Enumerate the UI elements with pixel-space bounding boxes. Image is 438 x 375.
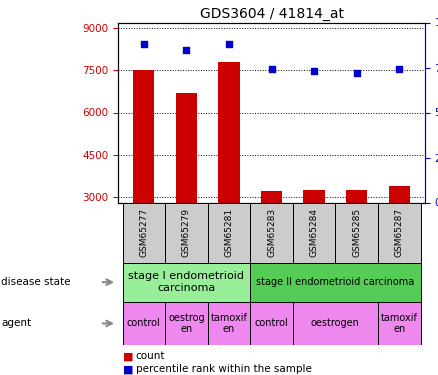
Text: stage II endometrioid carcinoma: stage II endometrioid carcinoma (256, 277, 414, 287)
Bar (378, 202, 420, 262)
Point (311, 68, 318, 74)
Bar (389, 186, 410, 281)
Text: GSM65285: GSM65285 (352, 208, 361, 257)
Text: GSM65279: GSM65279 (182, 208, 191, 257)
Bar (123, 302, 165, 345)
Text: agent: agent (1, 318, 31, 328)
Text: oestrogen: oestrogen (311, 318, 360, 328)
Text: GSM65281: GSM65281 (225, 208, 233, 257)
Bar (293, 202, 336, 262)
Point (226, 41, 233, 47)
Bar (304, 190, 325, 281)
Text: control: control (254, 318, 289, 328)
Text: stage I endometrioid
carcinoma: stage I endometrioid carcinoma (128, 272, 244, 293)
Bar (250, 302, 293, 345)
Bar (208, 202, 250, 262)
Text: percentile rank within the sample: percentile rank within the sample (136, 364, 312, 374)
Point (396, 66, 403, 72)
Bar (261, 191, 282, 281)
Bar (165, 302, 208, 345)
Text: control: control (127, 318, 161, 328)
Bar (218, 62, 240, 281)
Bar (176, 93, 197, 281)
Text: GSM65283: GSM65283 (267, 208, 276, 257)
Point (140, 41, 147, 47)
Bar (123, 202, 165, 262)
Point (268, 66, 275, 72)
Text: tamoxif
en: tamoxif en (381, 313, 418, 334)
Text: GSM65287: GSM65287 (395, 208, 404, 257)
Text: ■: ■ (123, 351, 133, 361)
Bar (133, 70, 155, 281)
Bar (346, 190, 367, 281)
Text: ■: ■ (123, 364, 133, 374)
Text: GSM65284: GSM65284 (310, 208, 318, 257)
Text: GSM65277: GSM65277 (139, 208, 148, 257)
Point (183, 46, 190, 53)
Bar (250, 262, 420, 302)
Point (353, 70, 360, 76)
Text: oestrog
en: oestrog en (168, 313, 205, 334)
Bar (293, 302, 378, 345)
Title: GDS3604 / 41814_at: GDS3604 / 41814_at (200, 8, 343, 21)
Bar (208, 302, 250, 345)
Bar (250, 202, 293, 262)
Text: disease state: disease state (1, 277, 71, 287)
Bar (123, 262, 250, 302)
Text: count: count (136, 351, 165, 361)
Bar (336, 202, 378, 262)
Bar (165, 202, 208, 262)
Text: tamoxif
en: tamoxif en (211, 313, 247, 334)
Bar (378, 302, 420, 345)
